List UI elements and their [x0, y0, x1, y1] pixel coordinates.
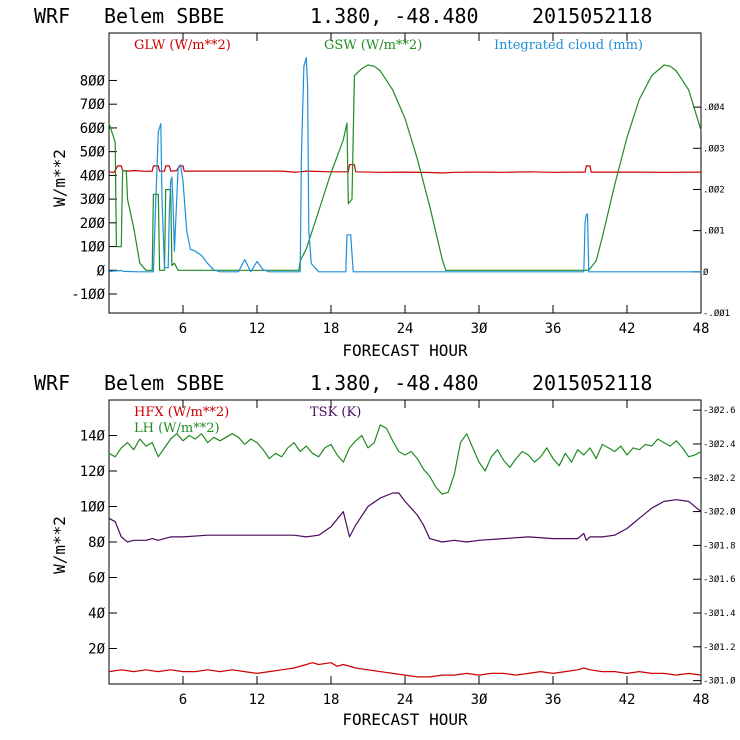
top-legend-glw: GLW (W/m**2) — [134, 38, 231, 53]
top-x-tick-label: 48 — [693, 321, 710, 337]
bottom-header-coords: 1.380, -48.480 — [310, 371, 479, 395]
bottom-y-tick-label: 12Ø — [80, 464, 106, 480]
bottom-plot-frame — [108, 399, 702, 685]
bottom-header-station: Belem SBBE — [104, 371, 224, 395]
top-y-tick-label: 4ØØ — [80, 168, 106, 184]
top-legend-cloud: Integrated cloud (mm) — [494, 38, 643, 53]
top-x-tick-label: 12 — [249, 321, 266, 337]
bottom-series-lh-line — [108, 424, 702, 495]
top-header-station: Belem SBBE — [104, 4, 224, 28]
bottom-y2-tick-label: -3Ø2.Ø — [703, 507, 736, 518]
bottom-x-tick-label: 36 — [545, 692, 562, 708]
top-series-gsw-line — [108, 64, 702, 271]
bottom-x-tick-label: 3Ø — [471, 692, 488, 708]
bottom-x-tick-label: 12 — [249, 692, 266, 708]
bottom-legend-hfx: HFX (W/m**2) — [134, 405, 229, 420]
bottom-x-tick-label: 24 — [397, 692, 414, 708]
top-plot-frame — [108, 32, 702, 314]
top-series-integrated-line — [108, 57, 701, 273]
top-header-date: 2015052118 — [532, 4, 652, 28]
bottom-y2-tick-label: -3Ø1.2 — [703, 642, 736, 653]
bottom-y-tick-label: 1ØØ — [80, 500, 106, 516]
top-chart: WRF Belem SBBE 1.380, -48.480 2015052118… — [34, 4, 730, 360]
bottom-y2-tick-label: -3Ø1.4 — [703, 608, 736, 619]
bottom-header-model: WRF — [34, 371, 70, 395]
bottom-series-hfx-line — [108, 662, 702, 678]
top-y-tick-label: 6ØØ — [80, 121, 106, 137]
bottom-series-tsk-line — [108, 492, 702, 543]
top-series-glw-line — [108, 164, 702, 174]
bottom-x-tick-label: 18 — [323, 692, 340, 708]
top-x-tick-label: 24 — [397, 321, 414, 337]
top-header-model: WRF — [34, 4, 70, 28]
top-y2-tick-label: -.ØØ1 — [703, 308, 730, 319]
top-y-tick-label: 7ØØ — [80, 97, 106, 113]
top-x-tick-label: 6 — [179, 321, 187, 337]
bottom-y2-tick-label: -3Ø2.2 — [703, 473, 736, 484]
bottom-y2-tick-label: -3Ø2.4 — [703, 439, 736, 450]
top-y-tick-label: 3ØØ — [80, 192, 106, 208]
bottom-x-tick-label: 6 — [179, 692, 187, 708]
top-x-tick-label: 42 — [619, 321, 636, 337]
bottom-header-date: 2015052118 — [532, 371, 652, 395]
top-y-tick-label: Ø — [97, 263, 106, 279]
top-y-tick-label: -1ØØ — [71, 287, 105, 303]
bottom-y2-tick-label: -3Ø1.Ø — [703, 676, 736, 687]
top-legend-gsw: GSW (W/m**2) — [324, 38, 422, 53]
bottom-legend-lh: LH (W/m**2) — [134, 421, 220, 436]
top-y-tick-label: 1ØØ — [80, 240, 106, 256]
top-header-coords: 1.380, -48.480 — [310, 4, 479, 28]
bottom-legend-tsk: TSK (K) — [310, 405, 361, 420]
bottom-y2-tick-label: -3Ø2.6 — [703, 405, 736, 416]
top-y-tick-label: 8ØØ — [80, 73, 106, 89]
top-y-tick-label: 5ØØ — [80, 145, 106, 161]
bottom-y2-tick-label: -3Ø1.8 — [703, 540, 736, 551]
bottom-x-tick-label: 48 — [693, 692, 710, 708]
top-y-tick-label: 2ØØ — [80, 216, 106, 232]
top-x-tick-label: 18 — [323, 321, 340, 337]
bottom-x-axis-label: FORECAST HOUR — [342, 710, 468, 729]
top-y2-tick-label: .ØØ1 — [703, 226, 725, 237]
top-y2-tick-label: Ø — [703, 267, 709, 278]
bottom-y-tick-label: 4Ø — [88, 606, 105, 622]
top-y2-tick-label: .ØØ2 — [703, 184, 725, 195]
bottom-y-tick-label: 2Ø — [88, 642, 105, 658]
top-y-axis-label: W/m**2 — [50, 149, 69, 207]
top-x-tick-label: 3Ø — [471, 321, 488, 337]
bottom-y-tick-label: 8Ø — [88, 535, 105, 551]
top-y2-tick-label: .ØØ4 — [703, 102, 725, 113]
bottom-chart: WRF Belem SBBE 1.380, -48.480 2015052118… — [34, 371, 736, 729]
bottom-x-tick-label: 42 — [619, 692, 636, 708]
bottom-y-axis-label: W/m**2 — [50, 516, 69, 574]
top-x-axis-label: FORECAST HOUR — [342, 341, 468, 360]
bottom-y-tick-label: 6Ø — [88, 571, 105, 587]
bottom-y2-tick-label: -3Ø1.6 — [703, 574, 736, 585]
bottom-y-tick-label: 14Ø — [80, 429, 106, 445]
top-x-tick-label: 36 — [545, 321, 562, 337]
top-y2-tick-label: .ØØ3 — [703, 143, 725, 154]
